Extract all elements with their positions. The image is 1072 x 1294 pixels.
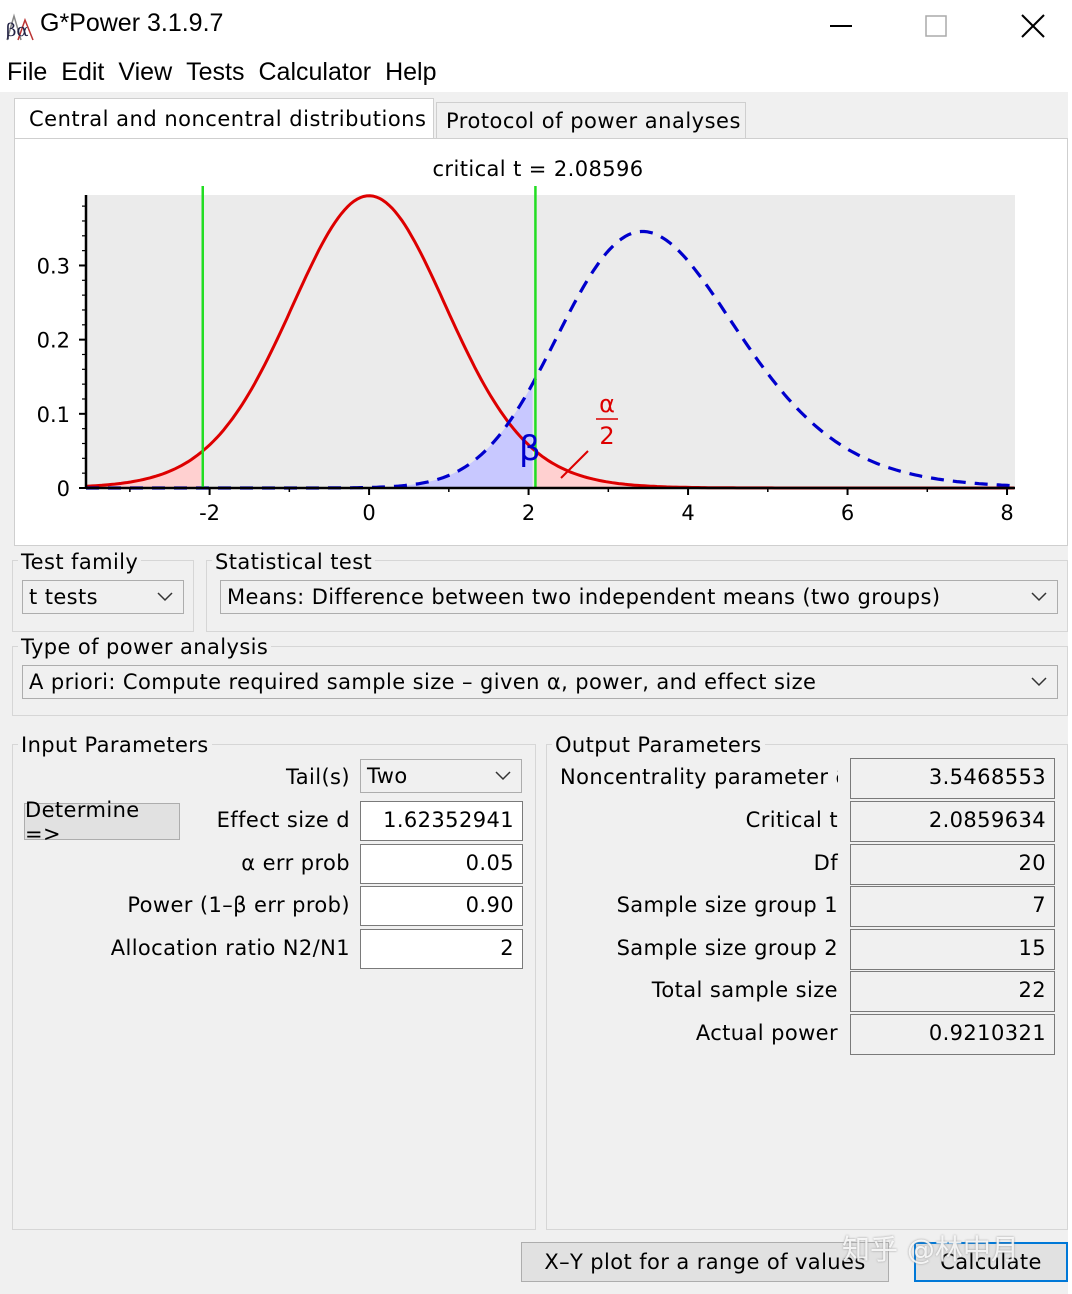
- app-logo-text: βα: [6, 20, 29, 41]
- y-tick-label: 0.3: [37, 254, 70, 278]
- test-family-label: Test family: [18, 550, 142, 574]
- input-parameters-group: [12, 744, 536, 1230]
- menu-view[interactable]: View: [118, 58, 173, 86]
- noncentrality-field: 3.5468553: [850, 758, 1055, 799]
- x-tick-label: 6: [841, 501, 854, 525]
- statistical-test-value: Means: Difference between two independen…: [227, 585, 941, 609]
- close-button[interactable]: [1010, 8, 1056, 44]
- alpha-left-region: [86, 452, 201, 488]
- xy-plot-button[interactable]: X–Y plot for a range of values: [521, 1242, 889, 1282]
- critical-t-field: 2.0859634: [850, 801, 1055, 842]
- actual-power-label: Actual power: [695, 1021, 838, 1045]
- output-parameters-header: Output Parameters: [552, 733, 765, 757]
- window-title: G*Power 3.1.9.7: [40, 9, 224, 37]
- alpha-err-label: α err prob: [241, 851, 350, 875]
- x-tick-label: 8: [1000, 501, 1013, 525]
- output-parameters-group: [546, 744, 1068, 1230]
- determine-button[interactable]: Determine =>: [24, 798, 180, 846]
- sample-size-group2-field: 15: [850, 929, 1055, 970]
- app-logo-icon: βα: [4, 10, 36, 42]
- alpha-denominator: 2: [599, 422, 614, 450]
- chart-title: critical t = 2.08596: [432, 157, 643, 181]
- alpha-label: α: [599, 390, 615, 418]
- total-sample-size-label: Total sample size: [651, 978, 838, 1002]
- power-analysis-group: [12, 646, 1068, 716]
- menu-calculator[interactable]: Calculator: [258, 58, 372, 86]
- total-sample-size-field: 22: [850, 971, 1055, 1012]
- actual-power-field: 0.9210321: [850, 1014, 1055, 1055]
- noncentrality-label: Noncentrality parameter δ: [560, 765, 838, 789]
- power-analysis-label: Type of power analysis: [18, 635, 272, 659]
- x-tick-label: 0: [362, 501, 375, 525]
- tab-protocol[interactable]: Protocol of power analyses: [436, 102, 746, 138]
- plot-background: [86, 195, 1015, 488]
- statistical-test-label: Statistical test: [212, 550, 376, 574]
- effect-size-label: Effect size d: [216, 808, 350, 832]
- alpha-pointer: [560, 450, 589, 479]
- input-parameters-header: Input Parameters: [18, 733, 212, 757]
- calculate-button[interactable]: Calculate: [914, 1242, 1068, 1282]
- sample-size-group2-label: Sample size group 2: [616, 936, 838, 960]
- maximize-icon: [925, 15, 947, 37]
- beta-region: [86, 383, 533, 488]
- x-tick-label: 4: [681, 501, 694, 525]
- maximize-button[interactable]: [913, 8, 959, 44]
- df-field: 20: [850, 844, 1055, 885]
- menu-edit[interactable]: Edit: [61, 58, 105, 86]
- y-tick-label: 0: [57, 477, 70, 501]
- sample-size-group1-label: Sample size group 1: [616, 893, 838, 917]
- chevron-down-icon: [495, 771, 511, 781]
- menu-bar: File Edit View Tests Calculator Help: [0, 54, 443, 90]
- menu-file[interactable]: File: [7, 58, 48, 86]
- x-tick-label: -2: [199, 501, 220, 525]
- effect-size-field[interactable]: 1.62352941: [360, 801, 523, 841]
- alpha-err-field[interactable]: 0.05: [360, 844, 523, 884]
- y-tick-label: 0.1: [37, 403, 70, 427]
- minimize-button[interactable]: [818, 8, 864, 44]
- power-analysis-select[interactable]: A priori: Compute required sample size –…: [22, 665, 1058, 699]
- chevron-down-icon: [1031, 592, 1047, 602]
- chevron-down-icon: [157, 592, 173, 602]
- menu-help[interactable]: Help: [385, 58, 437, 86]
- power-analysis-value: A priori: Compute required sample size –…: [29, 670, 817, 694]
- df-label: Df: [813, 851, 838, 875]
- power-label: Power (1–β err prob): [127, 893, 350, 917]
- minimize-icon: [830, 25, 852, 27]
- tails-select[interactable]: Two: [360, 759, 522, 793]
- title-bar: [0, 0, 1072, 52]
- power-field[interactable]: 0.90: [360, 886, 523, 926]
- menu-tests[interactable]: Tests: [186, 58, 245, 86]
- statistical-test-select[interactable]: Means: Difference between two independen…: [220, 580, 1058, 614]
- watermark-text: 知乎 @林中月: [842, 1233, 1019, 1266]
- test-family-value: t tests: [29, 585, 98, 609]
- alpha-right-region: [535, 451, 1015, 488]
- allocation-ratio-field[interactable]: 2: [360, 929, 523, 969]
- sample-size-group1-field: 7: [850, 886, 1055, 927]
- chevron-down-icon: [1031, 677, 1047, 687]
- x-tick-label: 2: [522, 501, 535, 525]
- close-icon: [1021, 14, 1045, 38]
- tails-value: Two: [367, 764, 408, 788]
- statistical-test-group: [206, 560, 1068, 632]
- chart-axes: -2 0 2 4 6 8 0 0.1 0.2 0.3: [37, 195, 1015, 525]
- critical-t-label: Critical t: [745, 808, 838, 832]
- tab-central-distributions[interactable]: Central and noncentral distributions: [14, 98, 434, 138]
- distribution-chart: critical t = 2.08596 -2 0 2 4 6 8 0 0.1 0.2 0.3 β…: [37, 157, 1015, 525]
- beta-label: β: [519, 429, 541, 469]
- test-family-select[interactable]: t tests: [22, 580, 184, 614]
- allocation-ratio-label: Allocation ratio N2/N1: [110, 936, 350, 960]
- tails-label: Tail(s): [285, 765, 350, 789]
- y-tick-label: 0.2: [37, 329, 70, 353]
